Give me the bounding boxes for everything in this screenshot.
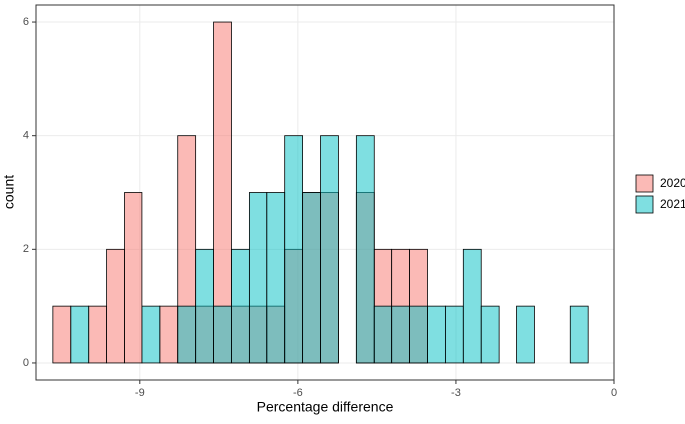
bar <box>195 248 214 364</box>
legend-swatch <box>635 195 654 214</box>
bar <box>124 192 143 364</box>
y-axis-title: count <box>1 175 17 209</box>
legend-label: 2021 <box>660 197 685 211</box>
bar <box>231 248 250 364</box>
bar <box>373 305 393 364</box>
bar <box>302 192 321 364</box>
bar <box>480 305 500 364</box>
bar <box>52 305 72 364</box>
bar <box>462 248 482 364</box>
bar <box>444 305 464 364</box>
bar <box>320 135 339 364</box>
bar <box>70 305 90 364</box>
x-axis-title: Percentage difference <box>257 399 394 415</box>
x-tick-label: -3 <box>451 387 461 399</box>
bar <box>266 192 286 364</box>
bar <box>88 305 108 364</box>
bar <box>409 305 428 364</box>
bar <box>159 305 179 364</box>
legend-swatch <box>635 174 654 193</box>
bar <box>213 305 232 364</box>
y-tick-label: 2 <box>23 243 29 255</box>
bar <box>355 135 375 364</box>
bar <box>106 248 125 364</box>
bar <box>177 305 197 364</box>
bar <box>141 305 161 364</box>
bar <box>569 305 589 364</box>
bar <box>284 135 304 364</box>
x-tick-label: -9 <box>135 387 145 399</box>
bar <box>248 192 268 364</box>
bar <box>516 305 535 364</box>
y-tick-label: 4 <box>23 130 29 142</box>
bar <box>427 305 446 364</box>
x-tick-label: -6 <box>293 387 303 399</box>
y-tick-label: 0 <box>23 357 29 369</box>
plot-border <box>35 4 615 381</box>
x-tick-label: 0 <box>611 387 617 399</box>
bar <box>391 305 410 364</box>
y-tick-label: 6 <box>23 16 29 28</box>
legend-label: 2020 <box>660 176 685 190</box>
